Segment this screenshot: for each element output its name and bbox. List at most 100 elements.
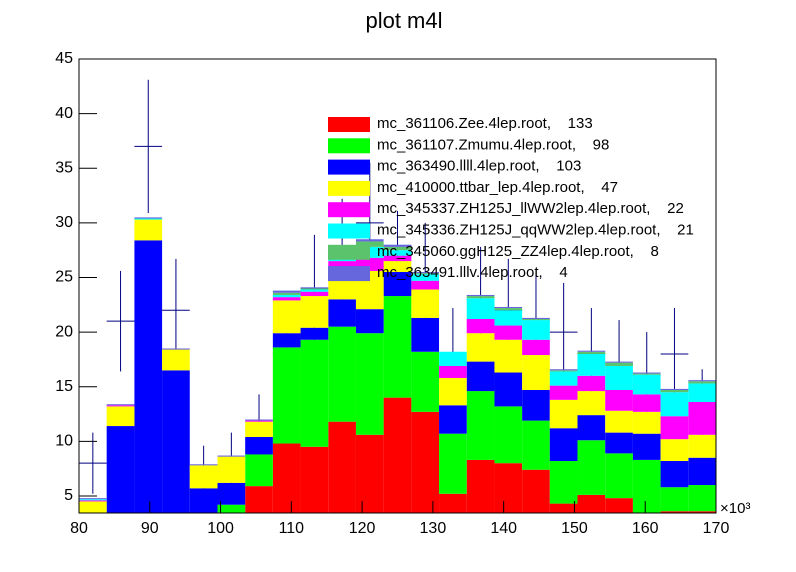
bar-segment xyxy=(383,255,412,262)
bar-segment xyxy=(522,318,550,321)
bar-segment xyxy=(688,383,716,403)
bar-segment xyxy=(605,361,633,363)
bar-segment xyxy=(245,420,273,422)
bar-segment xyxy=(660,388,689,390)
bar-segment xyxy=(494,339,523,373)
bar-segment xyxy=(300,287,329,289)
bar-segment xyxy=(328,299,356,327)
bar-segment xyxy=(245,486,273,513)
bar-segment xyxy=(272,294,301,298)
bar-segment xyxy=(522,389,550,421)
bar-segment xyxy=(632,433,661,460)
legend-swatch xyxy=(328,202,370,218)
bar-segment xyxy=(660,487,689,512)
bar-segment xyxy=(79,500,107,502)
frame xyxy=(78,58,717,514)
y-tick-label: 25 xyxy=(55,269,73,286)
bar-segment xyxy=(383,244,412,247)
y-tick-label: 35 xyxy=(55,159,73,176)
x-tick-label: 90 xyxy=(141,520,159,537)
bar-segment xyxy=(549,369,578,371)
bar-segment xyxy=(494,372,523,407)
bar-segment xyxy=(688,381,716,384)
bar-segment xyxy=(189,465,218,489)
bar-segment xyxy=(466,391,495,460)
legend-label: mc_363490.llll.4lep.root, 103 xyxy=(377,158,581,175)
bar-segment xyxy=(466,333,495,362)
bar-segment xyxy=(162,348,190,350)
bar-segment xyxy=(466,318,495,334)
bar-segment xyxy=(688,511,716,513)
bar-segment xyxy=(605,453,633,499)
bar-segment xyxy=(272,290,301,293)
bar-segment xyxy=(577,375,606,392)
bar-segment xyxy=(494,308,523,311)
x-tick-label: 110 xyxy=(279,520,305,537)
bar-segment xyxy=(605,410,633,433)
bar-segment xyxy=(272,300,301,334)
bar-segment xyxy=(632,411,661,434)
x-tick-label: 140 xyxy=(490,520,517,537)
bar-segment xyxy=(383,250,412,256)
bar-segment xyxy=(245,436,273,455)
bar-segment xyxy=(549,399,578,429)
bar-segment xyxy=(494,463,523,513)
bar-segment xyxy=(494,325,523,340)
bar-segment xyxy=(632,372,661,374)
legend-label: mc_345336.ZH125J_qqWW2lep.4lep.root, 21 xyxy=(377,221,694,238)
legend-swatch xyxy=(328,180,370,196)
bar-segment xyxy=(439,351,467,366)
bar-segment xyxy=(355,239,384,242)
chart-title: plot m4l xyxy=(365,8,442,33)
bar-segment xyxy=(355,434,384,513)
bar-segment xyxy=(383,397,412,513)
legend-swatch xyxy=(328,266,370,282)
bar-segment xyxy=(245,421,273,437)
bar-segment xyxy=(300,291,329,297)
bar-segment xyxy=(466,459,495,513)
bar-segment xyxy=(660,461,689,488)
bar-segment xyxy=(522,339,550,356)
bar-segment xyxy=(466,298,495,319)
bar-segment xyxy=(134,240,163,513)
bar-segment xyxy=(328,326,356,422)
legend-label: mc_410000.ttbar_lep.4lep.root, 47 xyxy=(377,179,618,196)
bar-segment xyxy=(688,380,716,382)
bar-segment xyxy=(217,504,246,513)
bar-segment xyxy=(272,443,301,513)
bar-segment xyxy=(549,428,578,462)
bar-segment xyxy=(189,488,218,513)
bar-segment xyxy=(328,421,356,513)
bar-segment xyxy=(79,501,107,513)
bar-segment xyxy=(494,306,523,309)
bar-segment xyxy=(439,405,467,434)
bar-segment xyxy=(688,402,716,435)
bar-segment xyxy=(245,454,273,487)
bar-segment xyxy=(632,373,661,375)
bar-segment xyxy=(245,419,273,421)
x-multiplier: ×10³ xyxy=(720,500,750,517)
bar-segment xyxy=(577,351,606,354)
bar-segment xyxy=(549,503,578,513)
bar-segment xyxy=(549,371,578,386)
bar-segment xyxy=(162,349,190,371)
bar-segment xyxy=(272,347,301,444)
bar-segment xyxy=(632,459,661,513)
bar-segment xyxy=(577,494,606,513)
bar-segment xyxy=(300,289,329,292)
bar-segment xyxy=(79,499,107,501)
legend-swatch xyxy=(328,244,370,260)
plot-area xyxy=(79,79,716,513)
bar-segment xyxy=(688,434,716,458)
bar-segment xyxy=(134,217,163,219)
bar-segment xyxy=(577,440,606,495)
x-tick-label: 130 xyxy=(420,520,447,537)
bar-segment xyxy=(522,469,550,513)
bar-segment xyxy=(383,272,412,297)
bar-segment xyxy=(660,439,689,462)
bar-segment xyxy=(660,511,689,513)
bar-segment xyxy=(355,333,384,435)
bar-segment xyxy=(106,405,135,407)
bar-segment xyxy=(605,432,633,454)
bar-segment xyxy=(300,446,329,513)
